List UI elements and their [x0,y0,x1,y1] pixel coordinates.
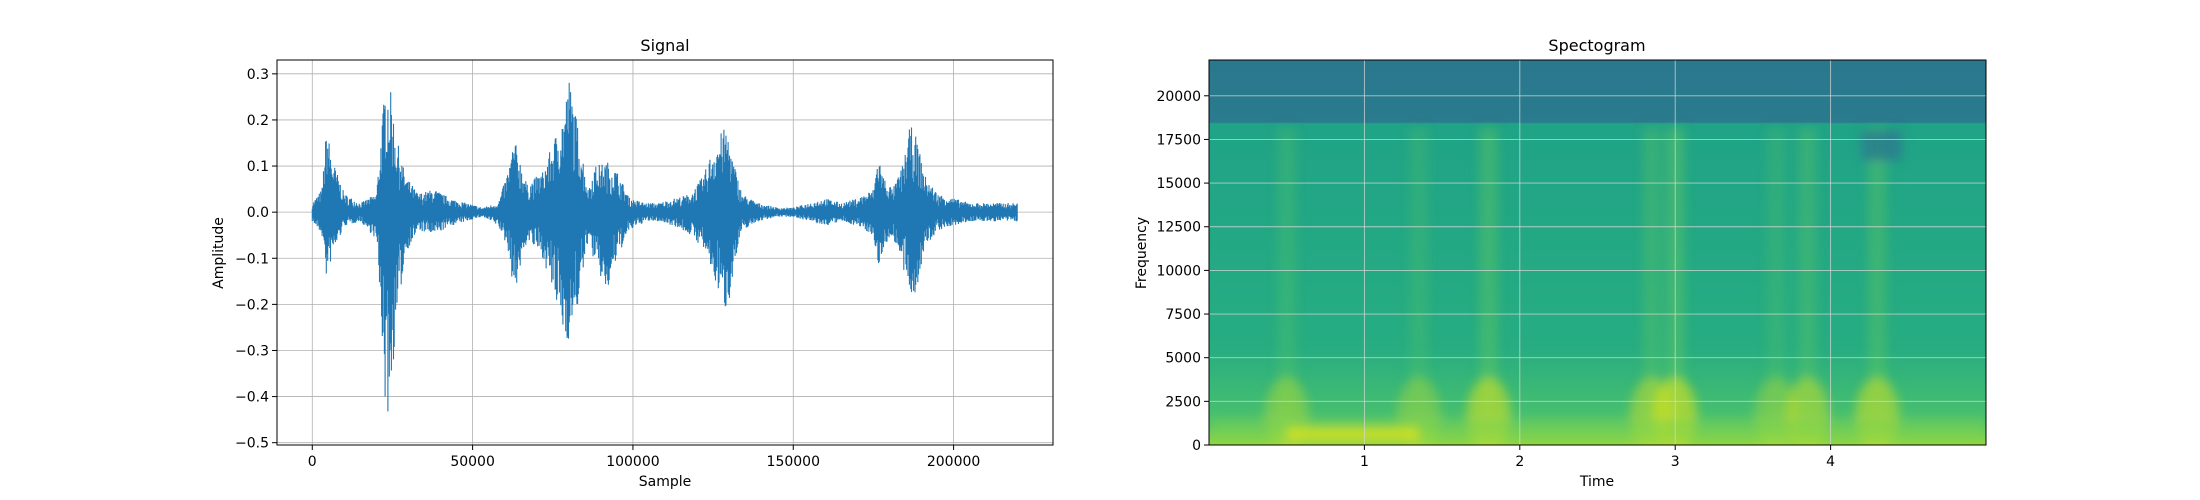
spectrogram-y-tick-label: 0 [1192,438,1201,454]
signal-x-tick-label: 150000 [767,454,820,470]
spectrogram-y-tick-label: 7500 [1165,307,1201,323]
spectrogram-intensity [1209,127,1986,445]
signal-line [311,82,1018,412]
spectrogram-burst [1409,127,1428,445]
signal-title: Signal [640,36,689,55]
signal-y-tick-label: 0.3 [247,67,269,83]
spectrogram-x-tick-label: 4 [1826,454,1835,470]
signal-y-ticks: −0.5 −0.4 −0.3 −0.2 −0.1 0.0 0.1 0.2 0.3 [235,67,277,452]
signal-y-tick-label: −0.2 [235,297,269,313]
signal-axes-frame [276,59,1054,446]
signal-x-ticks: 0 50000 100000 150000 200000 [308,445,980,470]
spectrogram-burst [1642,127,1661,445]
signal-y-tick-label: 0.0 [247,205,269,221]
signal-waveform [311,82,1018,412]
spectrogram-y-tick-label: 17500 [1156,132,1201,148]
spectrogram-y-tick-label: 20000 [1156,89,1201,105]
spectrogram-burst [1798,127,1817,445]
spectrogram-background [1209,60,1986,445]
spectrogram-y-tick-label: 15000 [1156,176,1201,192]
signal-y-tick-label: 0.1 [247,159,269,175]
spectrogram-y-tick-label: 12500 [1156,220,1201,236]
spectrogram-x-tick-label: 2 [1515,454,1524,470]
signal-x-tick-label: 0 [308,454,317,470]
spectrogram-y-tick-label: 2500 [1165,394,1201,410]
spectrogram-title: Spectogram [1548,36,1645,55]
signal-x-tick-label: 200000 [927,454,980,470]
signal-x-tick-label: 100000 [606,454,659,470]
spectrogram-y-ticks: 0 2500 5000 7500 10000 12500 15000 17500 20000 [1156,89,1209,454]
spectrogram-y-tick-label: 10000 [1156,263,1201,279]
signal-x-tick-label: 50000 [450,454,495,470]
spectrogram-x-tick-label: 3 [1671,454,1680,470]
spectrogram-burst [1479,127,1498,445]
signal-y-tick-label: −0.1 [235,251,269,267]
spectrogram-y-tick-label: 5000 [1165,351,1201,367]
spectrogram-burst [1767,127,1786,445]
signal-plot: Signal 0 50000 100000 150000 200000 −0.5 −0.4… [211,36,1054,490]
spectrogram-plot: Spectogram 1 2 3 4 0 2500 5000 7500 10000 12500 1… [1134,36,1987,490]
signal-y-label: Amplitude [211,217,227,289]
spectrogram-low-band-peak [1286,427,1419,441]
spectrogram-x-ticks: 1 2 3 4 [1360,445,1835,470]
signal-y-tick-label: −0.5 [235,436,269,452]
signal-y-tick-label: −0.4 [235,390,269,406]
spectrogram-dark-patch [1861,130,1902,161]
signal-y-tick-label: −0.3 [235,343,269,359]
signal-x-label: Sample [639,474,692,490]
spectrogram-x-tick-label: 1 [1360,454,1369,470]
spectrogram-y-label: Frequency [1134,217,1150,289]
spectrogram-x-label: Time [1579,474,1614,490]
spectrogram-burst [1277,127,1296,445]
signal-y-tick-label: 0.2 [247,113,269,129]
spectrogram-axes-frame [1208,59,1987,446]
spectrogram-burst [1868,127,1887,445]
